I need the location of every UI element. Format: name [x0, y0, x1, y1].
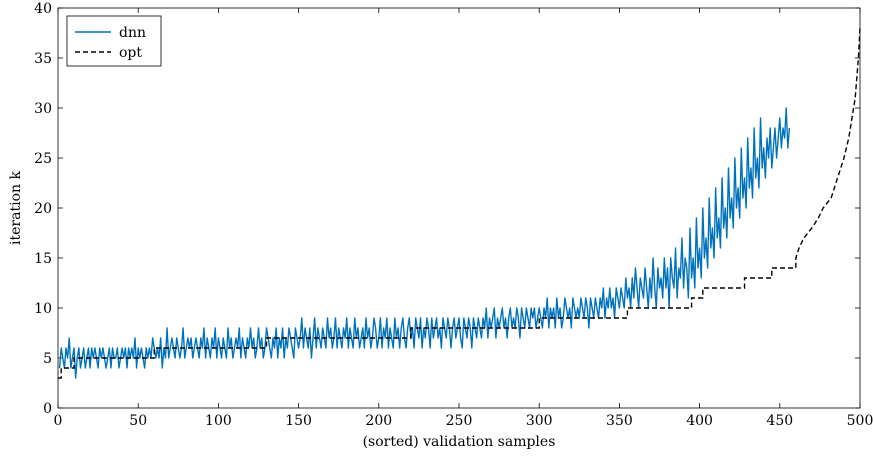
legend-label-dnn: dnn	[119, 25, 146, 41]
x-tick-label: 400	[686, 413, 713, 429]
y-tick-label: 0	[43, 401, 52, 417]
y-tick-label: 15	[34, 251, 52, 267]
x-tick-label: 450	[766, 413, 793, 429]
x-tick-label: 100	[205, 413, 232, 429]
x-tick-label: 350	[606, 413, 633, 429]
y-tick-label: 25	[34, 151, 52, 167]
y-tick-label: 35	[34, 51, 52, 67]
legend: dnn opt	[66, 15, 162, 67]
y-tick-label: 40	[34, 1, 52, 17]
x-tick-label: 250	[446, 413, 473, 429]
x-axis-label: (sorted) validation samples	[363, 434, 556, 450]
tick-labels: 0 50 100 150 200 250 300 350 400 450 500 0 5 10 15 20 25…	[34, 1, 873, 429]
y-tick-label: 20	[34, 201, 52, 217]
series-line-dnn	[58, 107, 791, 379]
x-tick-label: 0	[54, 413, 63, 429]
axes	[57, 7, 861, 409]
y-axis-label: iteration k	[8, 171, 24, 245]
legend-box	[66, 15, 162, 67]
x-tick-label: 500	[847, 413, 873, 429]
series-layer	[58, 27, 861, 379]
x-tick-label: 200	[365, 413, 392, 429]
y-tick-label: 5	[43, 351, 52, 367]
x-tick-label: 50	[129, 413, 147, 429]
y-tick-label: 30	[34, 101, 52, 117]
legend-label-opt: opt	[119, 45, 142, 61]
x-tick-label: 300	[526, 413, 553, 429]
y-tick-label: 10	[34, 301, 52, 317]
series-line-opt	[58, 27, 861, 379]
x-tick-label: 150	[285, 413, 312, 429]
